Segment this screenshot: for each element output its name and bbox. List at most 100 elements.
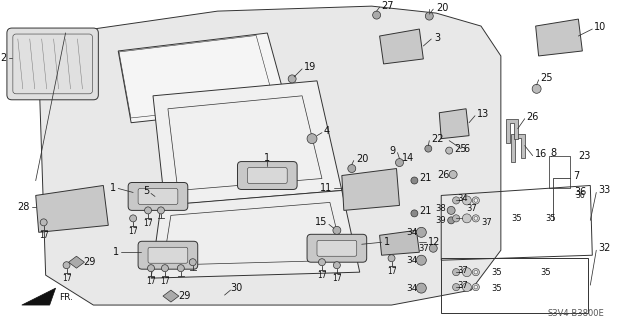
Circle shape xyxy=(145,207,152,214)
Polygon shape xyxy=(36,185,108,232)
Circle shape xyxy=(452,197,460,204)
Text: FR.: FR. xyxy=(60,293,74,301)
Text: 1: 1 xyxy=(264,152,270,163)
Circle shape xyxy=(532,84,541,93)
Text: 17: 17 xyxy=(61,274,71,283)
Text: 17: 17 xyxy=(317,271,327,280)
Text: 7: 7 xyxy=(573,171,580,181)
Text: 13: 13 xyxy=(477,109,489,119)
Polygon shape xyxy=(22,288,56,305)
Text: 12: 12 xyxy=(428,237,441,247)
Circle shape xyxy=(411,177,418,184)
Text: 35: 35 xyxy=(541,268,551,277)
FancyBboxPatch shape xyxy=(307,234,367,262)
Text: 3: 3 xyxy=(435,33,440,43)
Circle shape xyxy=(452,269,460,276)
Circle shape xyxy=(319,259,326,266)
Text: 38: 38 xyxy=(435,204,446,213)
Text: 29: 29 xyxy=(178,291,190,301)
Polygon shape xyxy=(153,81,342,205)
Polygon shape xyxy=(342,168,399,211)
Text: 25: 25 xyxy=(541,73,553,83)
Circle shape xyxy=(472,197,479,204)
Text: 17: 17 xyxy=(146,277,156,286)
Text: 20: 20 xyxy=(436,3,449,13)
Circle shape xyxy=(388,255,395,262)
Text: 17: 17 xyxy=(143,219,153,228)
Text: 2: 2 xyxy=(1,53,7,63)
Text: 35: 35 xyxy=(545,214,556,223)
FancyBboxPatch shape xyxy=(138,241,198,269)
Polygon shape xyxy=(511,134,525,161)
Text: 37: 37 xyxy=(466,204,477,213)
Text: 39: 39 xyxy=(436,216,446,225)
Polygon shape xyxy=(163,290,179,302)
Text: 35: 35 xyxy=(491,268,502,277)
FancyBboxPatch shape xyxy=(237,161,297,189)
Text: 26: 26 xyxy=(437,169,449,180)
Circle shape xyxy=(40,219,47,226)
Polygon shape xyxy=(38,6,501,305)
Text: 21: 21 xyxy=(419,173,432,182)
Bar xyxy=(441,258,588,313)
Text: 36: 36 xyxy=(575,191,585,200)
Text: 22: 22 xyxy=(431,134,444,144)
Circle shape xyxy=(462,268,471,277)
Circle shape xyxy=(452,284,460,291)
Circle shape xyxy=(462,214,471,223)
Circle shape xyxy=(348,165,356,173)
Polygon shape xyxy=(506,119,518,143)
Text: 10: 10 xyxy=(595,22,607,32)
Text: 6: 6 xyxy=(463,144,469,154)
Text: 1: 1 xyxy=(110,183,116,193)
FancyBboxPatch shape xyxy=(138,189,178,204)
Circle shape xyxy=(148,265,154,272)
Text: 25: 25 xyxy=(454,144,467,154)
Circle shape xyxy=(429,244,437,252)
Circle shape xyxy=(472,215,479,222)
Text: 5: 5 xyxy=(143,187,149,197)
Circle shape xyxy=(161,265,168,272)
Text: S3V4-B3800E: S3V4-B3800E xyxy=(547,308,604,317)
Text: 27: 27 xyxy=(381,1,394,11)
Text: 32: 32 xyxy=(598,243,611,253)
Circle shape xyxy=(425,145,432,152)
Text: 11: 11 xyxy=(319,183,332,193)
Text: 17: 17 xyxy=(160,277,170,286)
Text: 19: 19 xyxy=(304,62,316,72)
Circle shape xyxy=(288,75,296,83)
Text: 21: 21 xyxy=(419,206,432,216)
Polygon shape xyxy=(380,29,423,64)
Text: 17: 17 xyxy=(39,231,49,240)
Circle shape xyxy=(445,147,452,154)
Circle shape xyxy=(396,159,403,167)
Text: 37: 37 xyxy=(481,218,492,227)
Circle shape xyxy=(372,11,381,19)
Circle shape xyxy=(189,259,196,266)
FancyBboxPatch shape xyxy=(148,247,188,263)
FancyBboxPatch shape xyxy=(7,28,99,100)
Circle shape xyxy=(448,217,454,224)
FancyBboxPatch shape xyxy=(128,182,188,211)
Text: 1: 1 xyxy=(383,237,390,247)
Polygon shape xyxy=(118,33,287,123)
Text: 37: 37 xyxy=(457,266,468,275)
Text: 35: 35 xyxy=(491,284,502,293)
Circle shape xyxy=(333,226,341,234)
Text: 35: 35 xyxy=(511,214,522,223)
Text: 34: 34 xyxy=(457,194,468,203)
Text: 34: 34 xyxy=(406,228,417,237)
Circle shape xyxy=(462,283,471,292)
Text: 23: 23 xyxy=(579,151,591,160)
Text: 14: 14 xyxy=(401,152,413,163)
Circle shape xyxy=(462,196,471,205)
Circle shape xyxy=(474,199,477,202)
Text: 9: 9 xyxy=(389,145,396,156)
Text: 20: 20 xyxy=(356,153,368,164)
Circle shape xyxy=(157,207,164,214)
Circle shape xyxy=(426,12,433,20)
FancyBboxPatch shape xyxy=(248,167,287,183)
Circle shape xyxy=(307,134,317,144)
Text: 4: 4 xyxy=(324,126,330,136)
Text: 29: 29 xyxy=(83,257,96,267)
